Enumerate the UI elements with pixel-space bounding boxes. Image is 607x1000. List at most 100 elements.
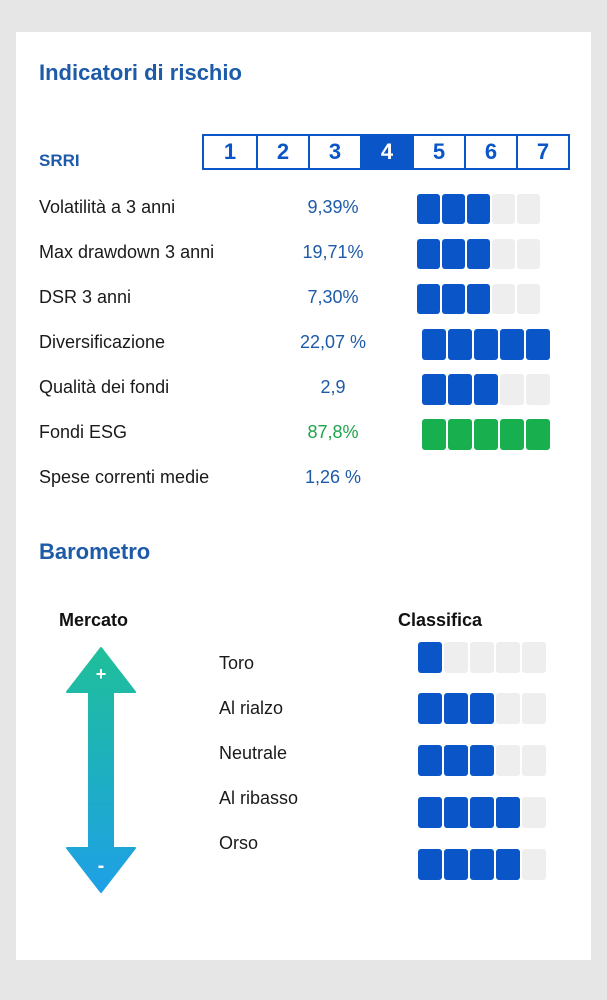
barometer-label: Neutrale — [219, 743, 288, 763]
ranking-column-header: Classifica — [398, 610, 483, 630]
rating-bar-filled — [418, 797, 442, 828]
barometer-label: Orso — [219, 833, 259, 853]
rating-bar-filled — [467, 284, 490, 314]
rating-bar-empty — [496, 642, 520, 673]
rating-bar-filled — [526, 419, 550, 450]
indicator-value: 2,9 — [320, 377, 346, 397]
indicator-label: Volatilità a 3 anni — [39, 197, 176, 217]
rating-bar-filled — [418, 693, 442, 724]
indicator-row: Diversificazione 22,07 % — [16, 329, 591, 360]
rating-bar-filled — [417, 194, 440, 224]
indicator-value: 19,71% — [302, 242, 364, 262]
arrow-minus-symbol: - — [98, 855, 105, 877]
rating-bar-empty — [444, 642, 468, 673]
srri-label: SRRI — [39, 151, 80, 170]
market-column-header: Mercato — [59, 610, 129, 630]
rating-bar-filled — [448, 374, 472, 405]
indicator-rating — [422, 329, 550, 360]
rating-bar-empty — [500, 374, 524, 405]
indicator-rating — [417, 284, 540, 314]
indicator-value: 7,30% — [307, 287, 359, 307]
rating-bar-filled — [444, 745, 468, 776]
indicator-row: Qualità dei fondi 2,9 — [16, 374, 591, 405]
rating-bar-filled — [526, 329, 550, 360]
indicator-value: 9,39% — [307, 197, 359, 217]
rating-bar-filled — [422, 374, 446, 405]
rating-bar-empty — [522, 745, 546, 776]
srri-level-1: 1 — [204, 136, 256, 168]
indicator-label: Max drawdown 3 anni — [39, 242, 215, 262]
rating-bar-empty — [517, 194, 540, 224]
rating-bar-filled — [442, 194, 465, 224]
rating-bar-filled — [418, 745, 442, 776]
indicator-label: DSR 3 anni — [39, 287, 132, 307]
srri-level-2: 2 — [256, 136, 308, 168]
rating-bar-filled — [418, 849, 442, 880]
rating-bar-filled — [470, 693, 494, 724]
rating-bar-filled — [470, 797, 494, 828]
indicator-rating — [417, 194, 540, 224]
rating-bar-filled — [496, 797, 520, 828]
rating-bar-filled — [444, 797, 468, 828]
indicator-value: 87,8% — [307, 422, 359, 442]
indicator-label: Qualità dei fondi — [39, 377, 170, 397]
rating-bar-filled — [444, 693, 468, 724]
srri-level-5: 5 — [412, 136, 464, 168]
rating-bar-filled — [474, 419, 498, 450]
arrow-plus-symbol: + — [96, 664, 107, 684]
indicator-label: Diversificazione — [39, 332, 166, 352]
rating-bar-empty — [496, 693, 520, 724]
rating-bar-filled — [448, 329, 472, 360]
rating-bar-filled — [422, 419, 446, 450]
rating-bar-empty — [522, 797, 546, 828]
market-arrow-icon: + - — [66, 647, 136, 893]
indicator-row: Fondi ESG 87,8% — [16, 419, 591, 450]
rating-bar-empty — [526, 374, 550, 405]
barometer-title: Barometro — [39, 539, 151, 564]
indicator-label: Fondi ESG — [39, 422, 128, 442]
indicator-rating — [417, 239, 540, 269]
rating-bar-empty — [492, 239, 515, 269]
barometer-label: Al rialzo — [219, 698, 284, 718]
rating-bar-filled — [417, 284, 440, 314]
rating-bar-filled — [422, 329, 446, 360]
srri-level-4: 4 — [360, 136, 412, 168]
indicator-value: 1,26 % — [304, 467, 362, 487]
rating-bar-filled — [474, 329, 498, 360]
rating-bar-filled — [500, 329, 524, 360]
rating-bar-filled — [470, 849, 494, 880]
rating-bar-filled — [442, 284, 465, 314]
rating-bar-filled — [467, 239, 490, 269]
barometer-label: Al ribasso — [219, 788, 299, 808]
barometer-ranking — [418, 642, 546, 673]
indicator-rating — [422, 419, 550, 450]
rating-bar-filled — [467, 194, 490, 224]
indicator-row: Spese correnti medie 1,26 % — [16, 464, 591, 494]
rating-bar-filled — [444, 849, 468, 880]
rating-bar-empty — [522, 642, 546, 673]
barometer-ranking — [418, 693, 546, 724]
barometer-label: Toro — [219, 653, 255, 673]
rating-bar-filled — [418, 642, 442, 673]
risk-indicators-title: Indicatori di rischio — [39, 60, 242, 85]
indicator-row: Max drawdown 3 anni 19,71% — [16, 239, 591, 269]
rating-bar-empty — [470, 642, 494, 673]
rating-bar-empty — [517, 284, 540, 314]
indicator-row: DSR 3 anni 7,30% — [16, 284, 591, 314]
srri-level-7: 7 — [516, 136, 568, 168]
indicator-value: 22,07 % — [299, 332, 367, 352]
srri-level-6: 6 — [464, 136, 516, 168]
rating-bar-filled — [442, 239, 465, 269]
rating-bar-empty — [492, 284, 515, 314]
rating-bar-filled — [496, 849, 520, 880]
barometer-ranking — [418, 745, 546, 776]
rating-bar-filled — [474, 374, 498, 405]
indicator-rating — [422, 374, 550, 405]
srri-level-3: 3 — [308, 136, 360, 168]
rating-bar-empty — [517, 239, 540, 269]
rating-bar-filled — [470, 745, 494, 776]
rating-bar-empty — [496, 745, 520, 776]
rating-bar-empty — [522, 693, 546, 724]
